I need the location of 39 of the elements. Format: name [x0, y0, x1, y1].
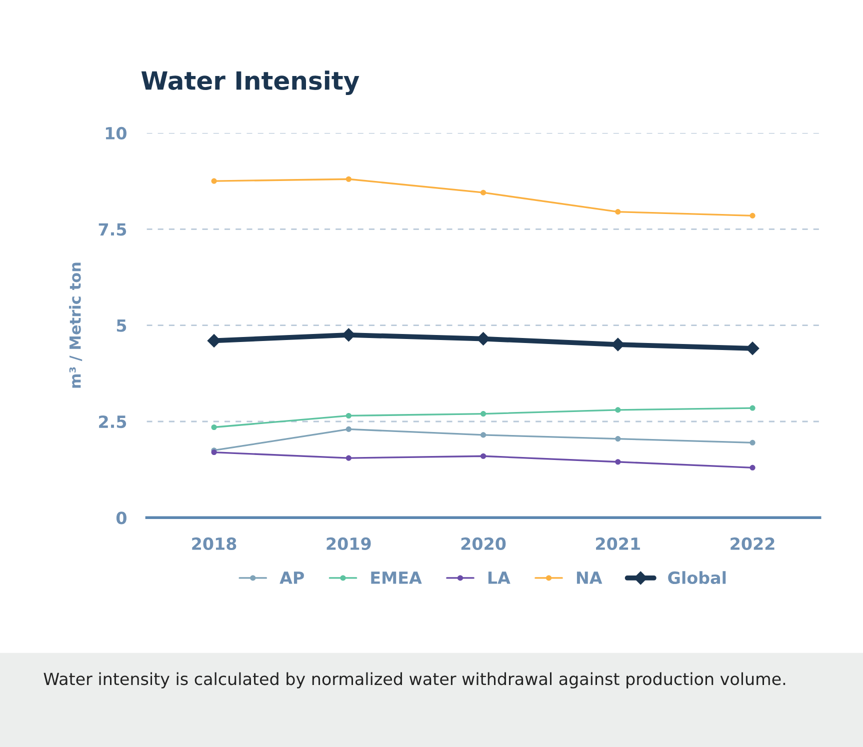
point [746, 342, 760, 356]
x-tick-label: 2020 [461, 537, 506, 550]
y-tick-label: 10 [106, 126, 126, 140]
point [346, 412, 352, 418]
legend-label: LA [488, 572, 510, 584]
point [750, 440, 756, 446]
point [211, 424, 217, 430]
legend-label: EMEA [371, 572, 422, 584]
y-tick-label: 5 [116, 320, 126, 332]
point [615, 436, 621, 442]
chart-title: Water Intensity [141, 70, 360, 96]
point [207, 334, 221, 348]
point [480, 190, 486, 196]
y-axis-title: m³ / Metric ton [69, 262, 82, 388]
point [750, 464, 756, 470]
point [346, 426, 352, 432]
point [211, 178, 217, 184]
point [346, 176, 352, 182]
point [750, 405, 756, 411]
text: Water intensity is calculated by normalized water withdrawal against production volume. [44, 672, 786, 688]
legend-label: AP [280, 572, 304, 584]
x-tick-label: 2018 [192, 537, 236, 550]
legend-label: NA [576, 572, 602, 584]
point [615, 407, 621, 413]
point [480, 432, 486, 438]
point [480, 453, 486, 459]
y-tick-label: 7.5 [98, 223, 126, 236]
point [750, 212, 756, 218]
y-tick-label: 2.5 [99, 415, 126, 428]
x-tick-label: 2022 [730, 537, 774, 550]
x-tick-label: 2021 [596, 537, 640, 550]
point [615, 209, 621, 215]
point [480, 411, 486, 417]
point [346, 455, 352, 461]
point [615, 459, 621, 465]
point [611, 338, 625, 352]
y-tick-label: 0 [116, 512, 126, 524]
legend-label: Global [668, 571, 726, 584]
x-tick-label: 2019 [326, 537, 371, 550]
